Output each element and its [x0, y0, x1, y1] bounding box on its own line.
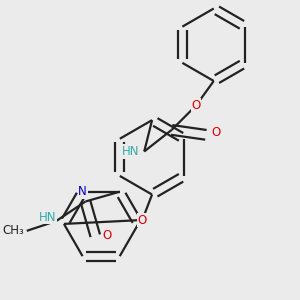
Text: HN: HN — [122, 145, 139, 158]
Text: CH₃: CH₃ — [2, 224, 24, 237]
Text: HN: HN — [39, 211, 56, 224]
Text: O: O — [211, 126, 220, 140]
Text: O: O — [191, 99, 201, 112]
Text: O: O — [102, 229, 112, 242]
Text: N: N — [78, 185, 87, 198]
Text: O: O — [138, 214, 147, 226]
